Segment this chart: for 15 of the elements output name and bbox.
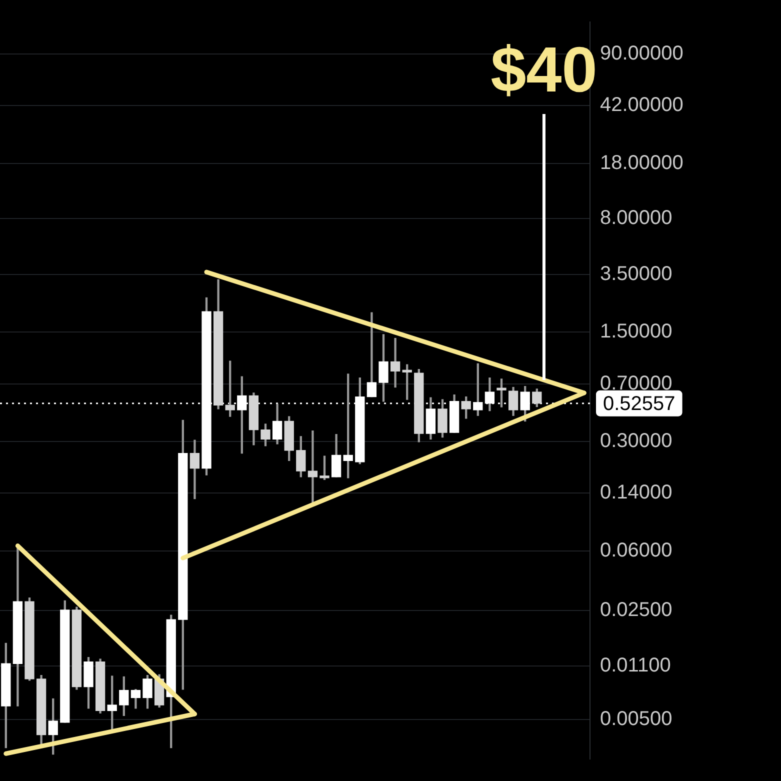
ref-line-label: 0.52557 — [603, 392, 676, 415]
y-tick-label: 1.50000 — [600, 320, 672, 343]
y-tick-label: 8.00000 — [600, 206, 672, 229]
y-tick-label: 0.30000 — [600, 430, 672, 452]
y-tick-label: 0.02500 — [600, 598, 672, 621]
y-tick-label: 0.01100 — [600, 654, 671, 677]
y-tick-label: 0.00500 — [600, 708, 672, 730]
annotation: $40 — [490, 34, 598, 106]
y-tick-label: 0.14000 — [600, 482, 672, 504]
y-tick-label: 18.00000 — [600, 152, 684, 174]
y-tick-label: 42.00000 — [600, 94, 684, 116]
y-tick-label: 90.00000 — [600, 42, 684, 64]
y-tick-label: 0.70000 — [600, 372, 672, 394]
y-tick-label: 3.50000 — [600, 263, 672, 286]
y-tick-label: 0.06000 — [600, 539, 672, 562]
